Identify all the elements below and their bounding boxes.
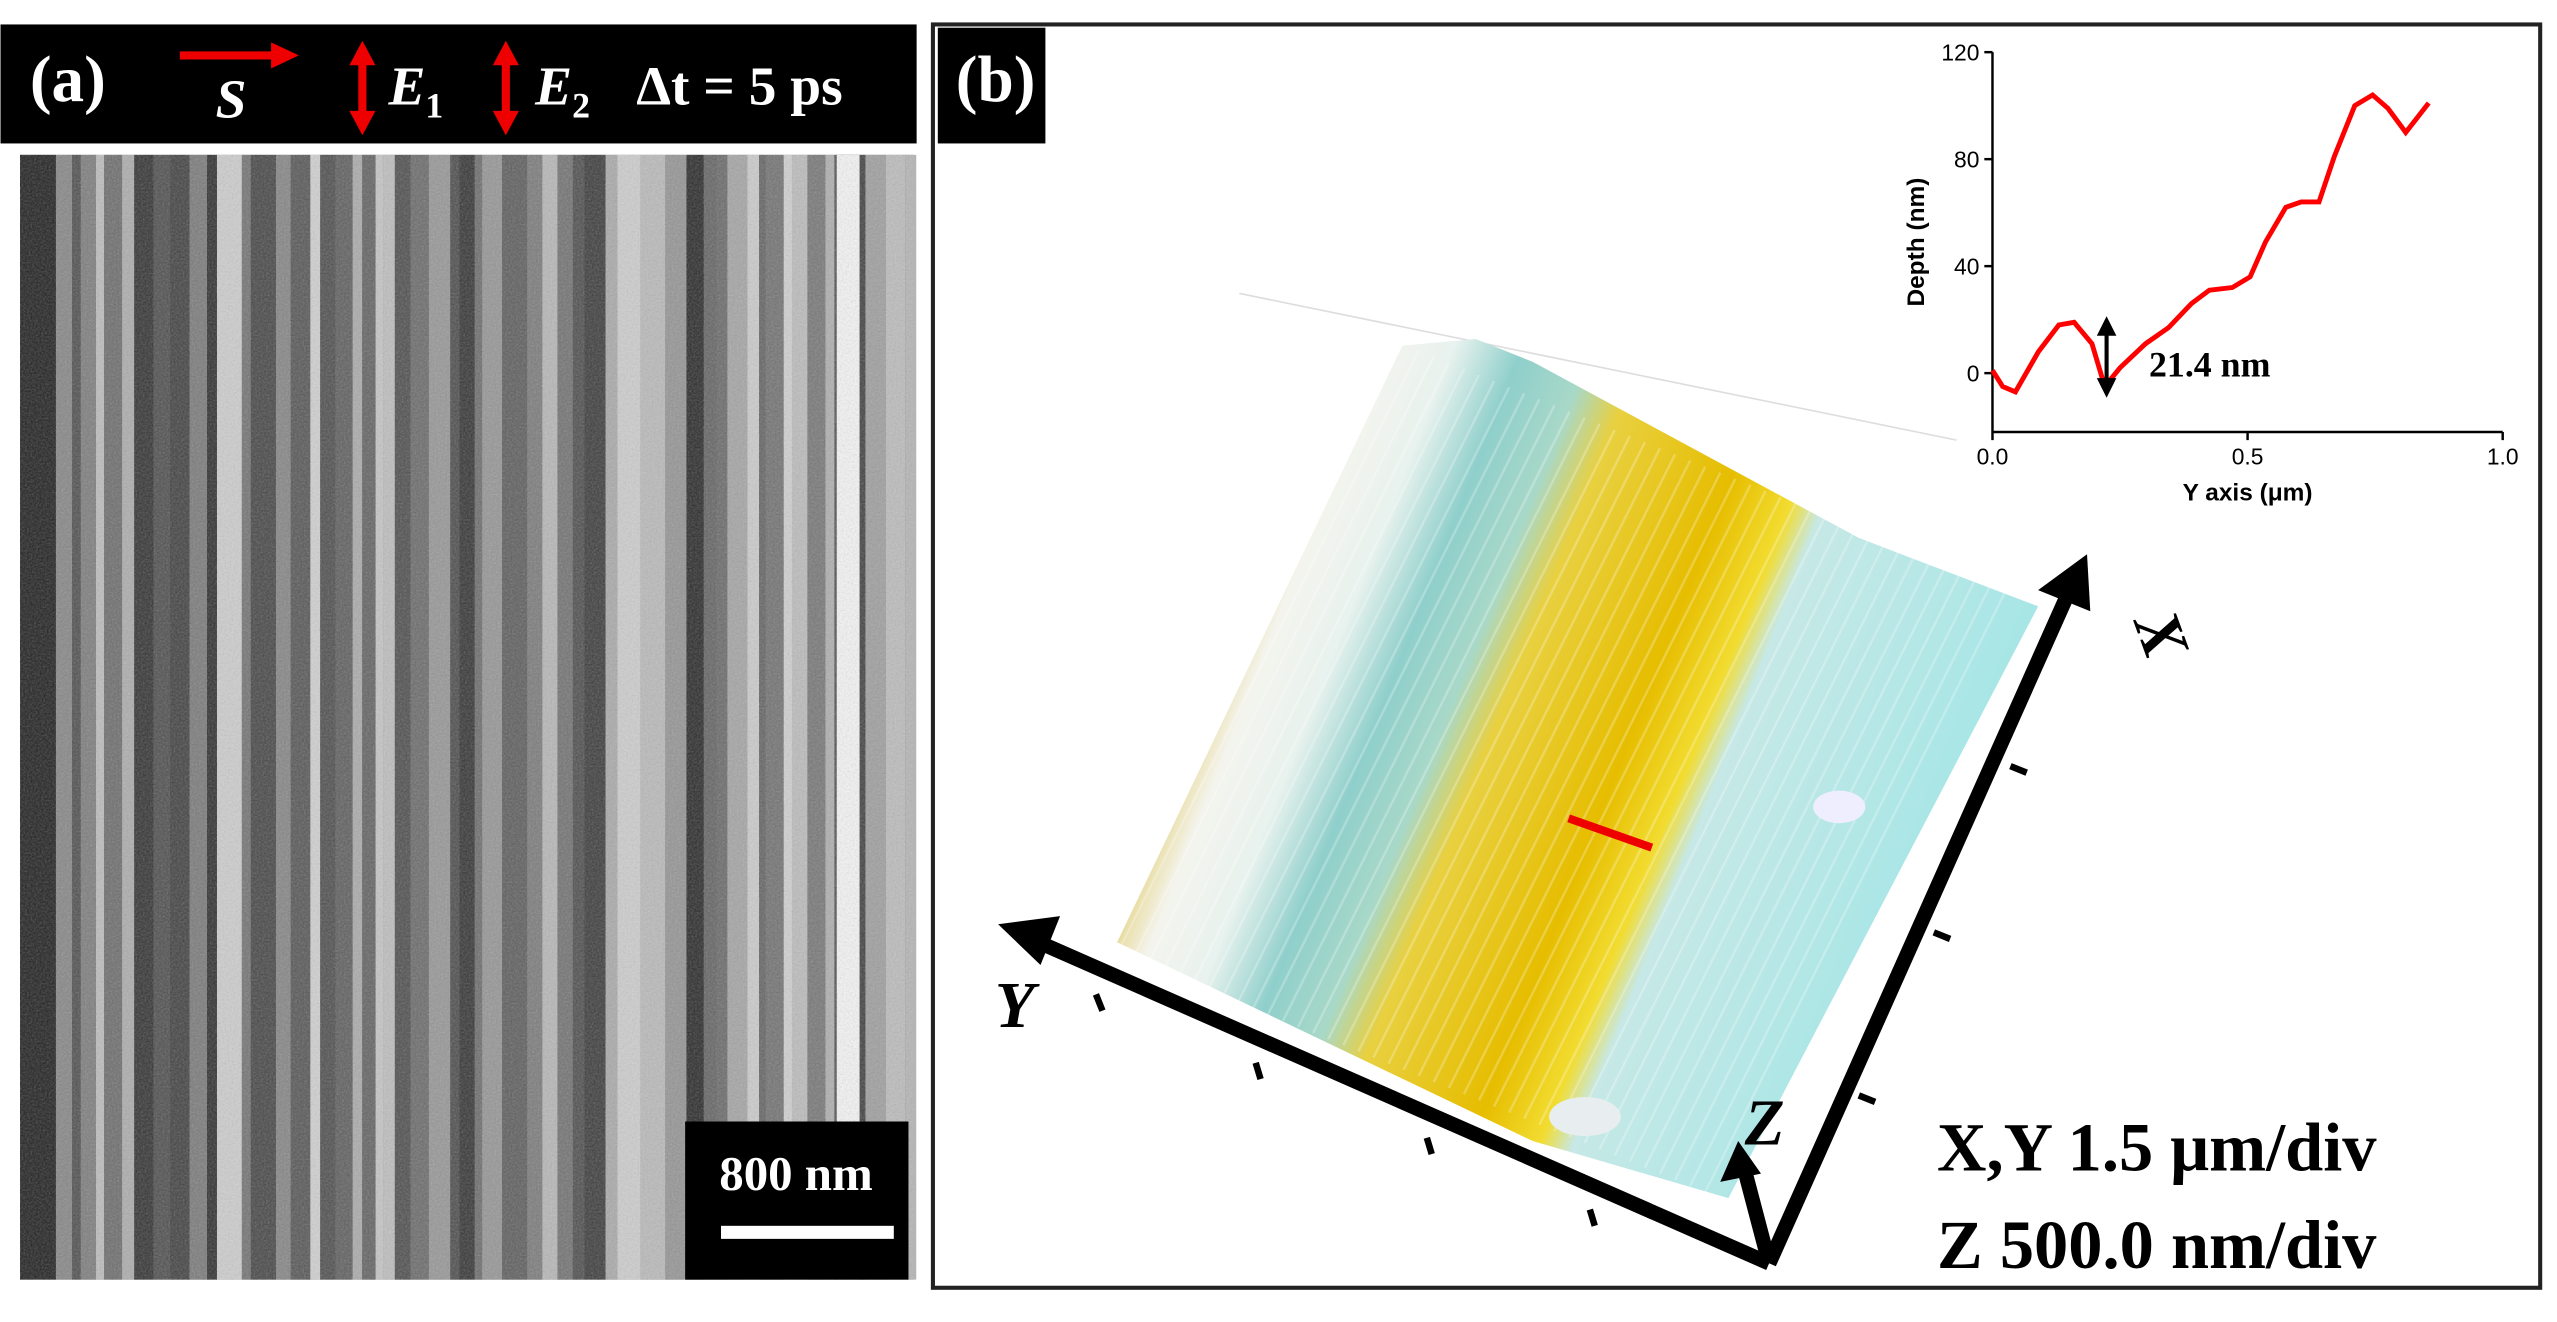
ridge xyxy=(1477,496,1782,1101)
axis-y-label: Y xyxy=(995,970,1040,1042)
xy-scale: X,Y 1.5 μm/div xyxy=(1937,1109,2377,1185)
x-axis-label: Y axis (μm) xyxy=(2183,479,2313,506)
s-arrow-head xyxy=(271,42,299,69)
ridge xyxy=(1447,484,1752,1089)
axis-z-label: Z xyxy=(1744,1087,1785,1159)
ridge xyxy=(1417,472,1722,1077)
particle xyxy=(1813,790,1866,824)
ridge xyxy=(1643,563,1948,1169)
ridge xyxy=(1327,435,1631,1040)
ridge xyxy=(1583,539,1888,1144)
ridge xyxy=(1176,374,1481,979)
ridge xyxy=(1146,362,1450,967)
panel-b-label-box xyxy=(937,27,1046,144)
afm-surface xyxy=(1117,339,2039,1199)
y-axis-label: Depth (nm) xyxy=(1903,178,1930,307)
panel-label: (b) xyxy=(956,44,1036,116)
y-tick-label: 0 xyxy=(1967,360,1980,386)
ridge xyxy=(1658,569,1963,1175)
ridge xyxy=(1523,514,1827,1120)
panel-label: (a) xyxy=(30,44,106,116)
ridge xyxy=(1236,398,1541,1004)
annotation-arrow-head xyxy=(2096,316,2117,336)
e1-label: E1 xyxy=(387,55,443,125)
ridge xyxy=(1357,447,1662,1052)
ridge xyxy=(1387,459,1692,1065)
ridge xyxy=(1191,380,1496,985)
plane-edge xyxy=(1239,292,1957,441)
ridge xyxy=(1462,490,1767,1095)
annotation: 21.4 nm xyxy=(2149,345,2271,385)
ridge xyxy=(1568,533,1873,1138)
ridge xyxy=(1116,349,1420,955)
ridge xyxy=(1492,502,1797,1107)
ridge xyxy=(1281,417,1586,1022)
ridge xyxy=(1613,551,1918,1156)
ridge xyxy=(1312,429,1616,1034)
data-line xyxy=(1990,91,2431,395)
e2-label: E2 xyxy=(534,55,590,125)
ridge xyxy=(1538,521,1842,1126)
ridge xyxy=(1673,576,1978,1181)
annotation-arrow-head xyxy=(2096,378,2117,398)
sem-grain xyxy=(20,154,914,1280)
y-tick-label: 80 xyxy=(1954,146,1979,172)
x-tick-label: 0.0 xyxy=(1977,444,2009,470)
e-arrows xyxy=(349,40,519,136)
afm-ridges xyxy=(1116,349,2008,1193)
ridge xyxy=(1628,557,1933,1162)
ridge xyxy=(1402,466,1707,1071)
ridge xyxy=(1221,392,1526,997)
e1-symbol: E xyxy=(387,55,425,116)
inset-chart: 0 40 80 120 0.0 0.5 1.0 Y axis (μm) Depth (nm) 21… xyxy=(1903,39,2519,506)
y-tick-label: 120 xyxy=(1941,39,1979,65)
ridge xyxy=(1372,453,1677,1059)
delay-label: Δt = 5 ps xyxy=(636,55,842,116)
ridge xyxy=(1131,356,1435,961)
scale-bar-box xyxy=(685,1121,909,1280)
ridge xyxy=(1598,545,1903,1150)
s-label: S xyxy=(216,68,247,129)
ridge xyxy=(1553,527,1858,1132)
e2-subscript: 2 xyxy=(572,85,590,125)
ridge xyxy=(1704,588,2008,1193)
scale-bar xyxy=(721,1225,894,1239)
profile-line xyxy=(1567,814,1654,852)
z-scale: Z 500.0 nm/div xyxy=(1937,1207,2377,1283)
e2-symbol: E xyxy=(534,55,572,116)
ridge xyxy=(1161,368,1466,973)
x-tick-label: 1.0 xyxy=(2487,444,2519,470)
ridge xyxy=(1206,386,1511,991)
ridge xyxy=(1266,411,1571,1016)
particle xyxy=(1549,1097,1621,1137)
ridge xyxy=(1251,404,1556,1010)
y-tick-label: 40 xyxy=(1954,253,1979,279)
e1-subscript: 1 xyxy=(425,85,443,125)
x-tick-label: 0.5 xyxy=(2232,444,2264,470)
ridge xyxy=(1689,582,1993,1187)
ridge xyxy=(1342,441,1646,1046)
ridge xyxy=(1432,478,1737,1083)
ridge xyxy=(1508,508,1812,1114)
header-bar xyxy=(0,24,917,144)
afm-axes xyxy=(998,554,2091,1271)
ridge xyxy=(1296,423,1601,1028)
scale-bar-label: 800 nm xyxy=(719,1146,872,1201)
